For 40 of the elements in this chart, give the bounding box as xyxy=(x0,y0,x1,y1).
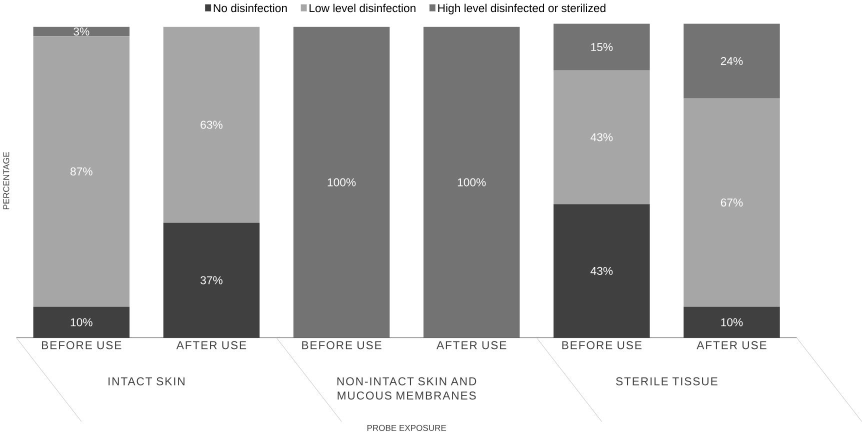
legend-label: No disinfection xyxy=(214,4,287,12)
data-label: 3% xyxy=(74,27,90,36)
text: STERILE TISSUE xyxy=(616,377,718,386)
y-axis-title: PERCENTAGE xyxy=(3,152,10,210)
bar xyxy=(684,98,780,307)
text: PROBE EXPOSURE xyxy=(367,424,446,431)
data-label: 10% xyxy=(721,318,743,326)
data-label: 10% xyxy=(70,318,92,326)
x-tick-label: AFTER USE xyxy=(436,341,506,350)
text: INTACT SKIN xyxy=(108,377,184,386)
data-label: 15% xyxy=(591,42,613,51)
data-label: 43% xyxy=(590,133,613,142)
data-label: 63% xyxy=(200,120,222,129)
bar xyxy=(33,26,130,36)
x-tick-label: BEFORE USE xyxy=(302,341,382,350)
bar xyxy=(33,306,130,338)
bar xyxy=(554,204,650,338)
text: NON-INTACT SKIN AND MUCOUS MEMBRANES xyxy=(337,377,476,400)
bar xyxy=(423,26,520,338)
bar xyxy=(684,306,780,338)
legend-label: High level disinfected or sterilized xyxy=(438,4,606,14)
data-label: 100% xyxy=(328,178,356,186)
data-label: 43% xyxy=(590,266,613,275)
x-tick-label: BEFORE USE xyxy=(562,341,642,350)
x-tick-label: BEFORE USE xyxy=(42,341,122,350)
bar xyxy=(163,26,260,223)
bar xyxy=(554,24,650,70)
x-tick-label: AFTER USE xyxy=(696,341,766,350)
bar xyxy=(33,36,130,307)
bar xyxy=(163,222,260,338)
data-label: 24% xyxy=(720,56,743,65)
legend-label: Low level disinfection xyxy=(310,4,416,12)
data-label: 100% xyxy=(458,178,486,186)
x-tick-label: AFTER USE xyxy=(176,341,246,350)
data-label: 37% xyxy=(200,276,222,284)
data-label: 87% xyxy=(70,167,92,176)
bar xyxy=(684,24,780,98)
bar xyxy=(554,70,650,204)
data-label: 67% xyxy=(720,198,743,206)
bar xyxy=(293,26,390,338)
